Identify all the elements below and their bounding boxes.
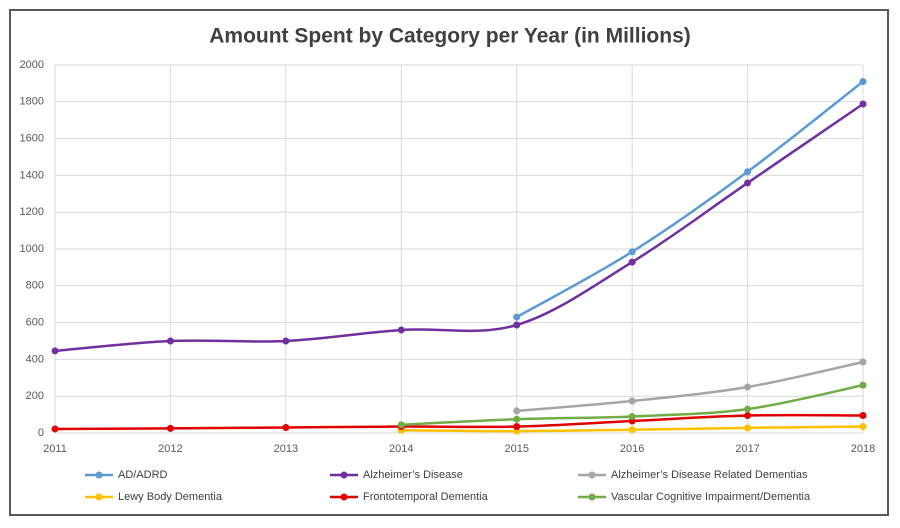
data-point <box>744 168 752 176</box>
y-tick-label: 1800 <box>20 96 44 108</box>
legend-swatch <box>95 493 103 501</box>
legend-swatch <box>95 471 103 479</box>
legend-swatch <box>588 493 596 501</box>
data-point <box>744 405 752 413</box>
series-line <box>516 360 864 413</box>
y-tick-label: 0 <box>38 427 44 439</box>
x-tick-label: 2013 <box>274 443 298 455</box>
data-point <box>513 407 521 415</box>
legend-swatch <box>340 493 348 501</box>
legend-swatch <box>588 471 596 479</box>
legend-label: AD/ADRD <box>118 469 168 481</box>
legend-swatch <box>340 471 348 479</box>
y-tick-label: 1400 <box>20 169 44 181</box>
data-point <box>744 383 752 391</box>
y-tick-label: 1200 <box>20 206 44 218</box>
series-line <box>516 80 864 319</box>
data-point <box>51 425 59 433</box>
data-point <box>628 258 636 266</box>
data-point <box>397 326 405 334</box>
y-tick-label: 1600 <box>20 133 44 145</box>
data-point <box>513 415 521 423</box>
series-line <box>54 413 864 431</box>
x-tick-label: 2018 <box>851 443 875 455</box>
data-point <box>513 321 521 329</box>
y-tick-label: 200 <box>26 390 44 402</box>
y-tick-label: 600 <box>26 317 44 329</box>
y-tick-label: 800 <box>26 280 44 292</box>
data-point <box>628 248 636 256</box>
x-tick-label: 2012 <box>158 443 182 455</box>
x-tick-label: 2016 <box>620 443 644 455</box>
x-tick-label: 2015 <box>504 443 528 455</box>
data-point <box>744 179 752 187</box>
data-point <box>859 358 867 366</box>
legend-label: Alzheimer’s Disease <box>363 469 463 481</box>
data-point <box>282 337 290 345</box>
data-point <box>397 421 405 429</box>
series-line <box>54 102 864 353</box>
data-point <box>513 313 521 321</box>
legend-label: Alzheimer’s Disease Related Dementias <box>611 469 808 481</box>
y-tick-label: 1000 <box>20 243 44 255</box>
data-point <box>859 78 867 86</box>
chart-title: Amount Spent by Category per Year (in Mi… <box>209 25 691 48</box>
legend-label: Lewy Body Dementia <box>118 491 223 503</box>
data-point <box>513 423 521 431</box>
data-point <box>859 412 867 420</box>
data-point <box>51 347 59 355</box>
y-tick-label: 2000 <box>20 59 44 71</box>
y-tick-label: 400 <box>26 353 44 365</box>
data-point <box>282 423 290 431</box>
data-point <box>628 397 636 405</box>
data-point <box>166 337 174 345</box>
legend-label: Frontotemporal Dementia <box>363 491 489 503</box>
data-point <box>859 381 867 389</box>
legend-label: Vascular Cognitive Impairment/Dementia <box>611 491 811 503</box>
x-tick-label: 2017 <box>735 443 759 455</box>
chart-border <box>9 9 889 516</box>
x-tick-label: 2014 <box>389 443 413 455</box>
data-point <box>744 424 752 432</box>
data-point <box>628 426 636 434</box>
data-point <box>166 424 174 432</box>
data-point <box>628 412 636 420</box>
data-point <box>744 412 752 420</box>
x-tick-label: 2011 <box>43 443 67 455</box>
data-point <box>859 423 867 431</box>
data-point <box>859 100 867 108</box>
